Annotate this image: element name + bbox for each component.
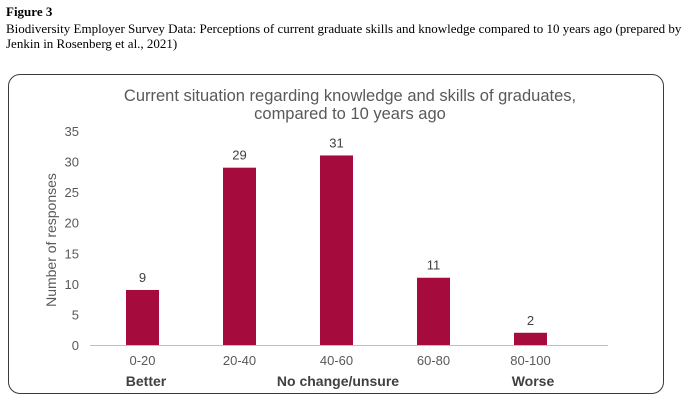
bar	[320, 155, 353, 345]
group-label-worse: Worse	[512, 373, 555, 389]
x-tick-label: 40-60	[320, 353, 353, 368]
y-tick-label: 20	[65, 216, 79, 231]
bar	[126, 289, 159, 345]
data-label: 2	[527, 313, 534, 328]
chart-frame	[8, 74, 664, 394]
data-label: 11	[427, 258, 441, 273]
x-tick-label: 80-100	[510, 353, 550, 368]
chart-title-line-1: Current situation regarding knowledge an…	[124, 87, 576, 105]
y-tick-label: 25	[65, 185, 79, 200]
bar	[417, 277, 450, 345]
data-label: 31	[329, 135, 343, 150]
y-tick-label: 35	[65, 124, 79, 139]
y-tick-label: 15	[65, 246, 79, 261]
bar	[223, 167, 256, 345]
chart-title-line-2: compared to 10 years ago	[254, 105, 446, 123]
y-tick-label: 30	[65, 155, 79, 170]
y-tick-label: 0	[72, 338, 79, 353]
figure-label: Figure 3	[6, 4, 53, 19]
y-axis-label: Number of responses	[43, 173, 59, 307]
bar	[514, 332, 547, 345]
data-label: 29	[232, 148, 246, 163]
figure-caption: Biodiversity Employer Survey Data: Perce…	[6, 21, 682, 51]
x-tick-label: 60-80	[417, 353, 450, 368]
group-label-better: Better	[126, 373, 167, 389]
group-label-no-change: No change/unsure	[277, 373, 399, 389]
y-tick-label: 10	[65, 277, 79, 292]
x-tick-label: 20-40	[223, 353, 256, 368]
data-label: 9	[139, 270, 146, 285]
y-tick-label: 5	[72, 307, 79, 322]
x-tick-label: 0-20	[129, 353, 155, 368]
